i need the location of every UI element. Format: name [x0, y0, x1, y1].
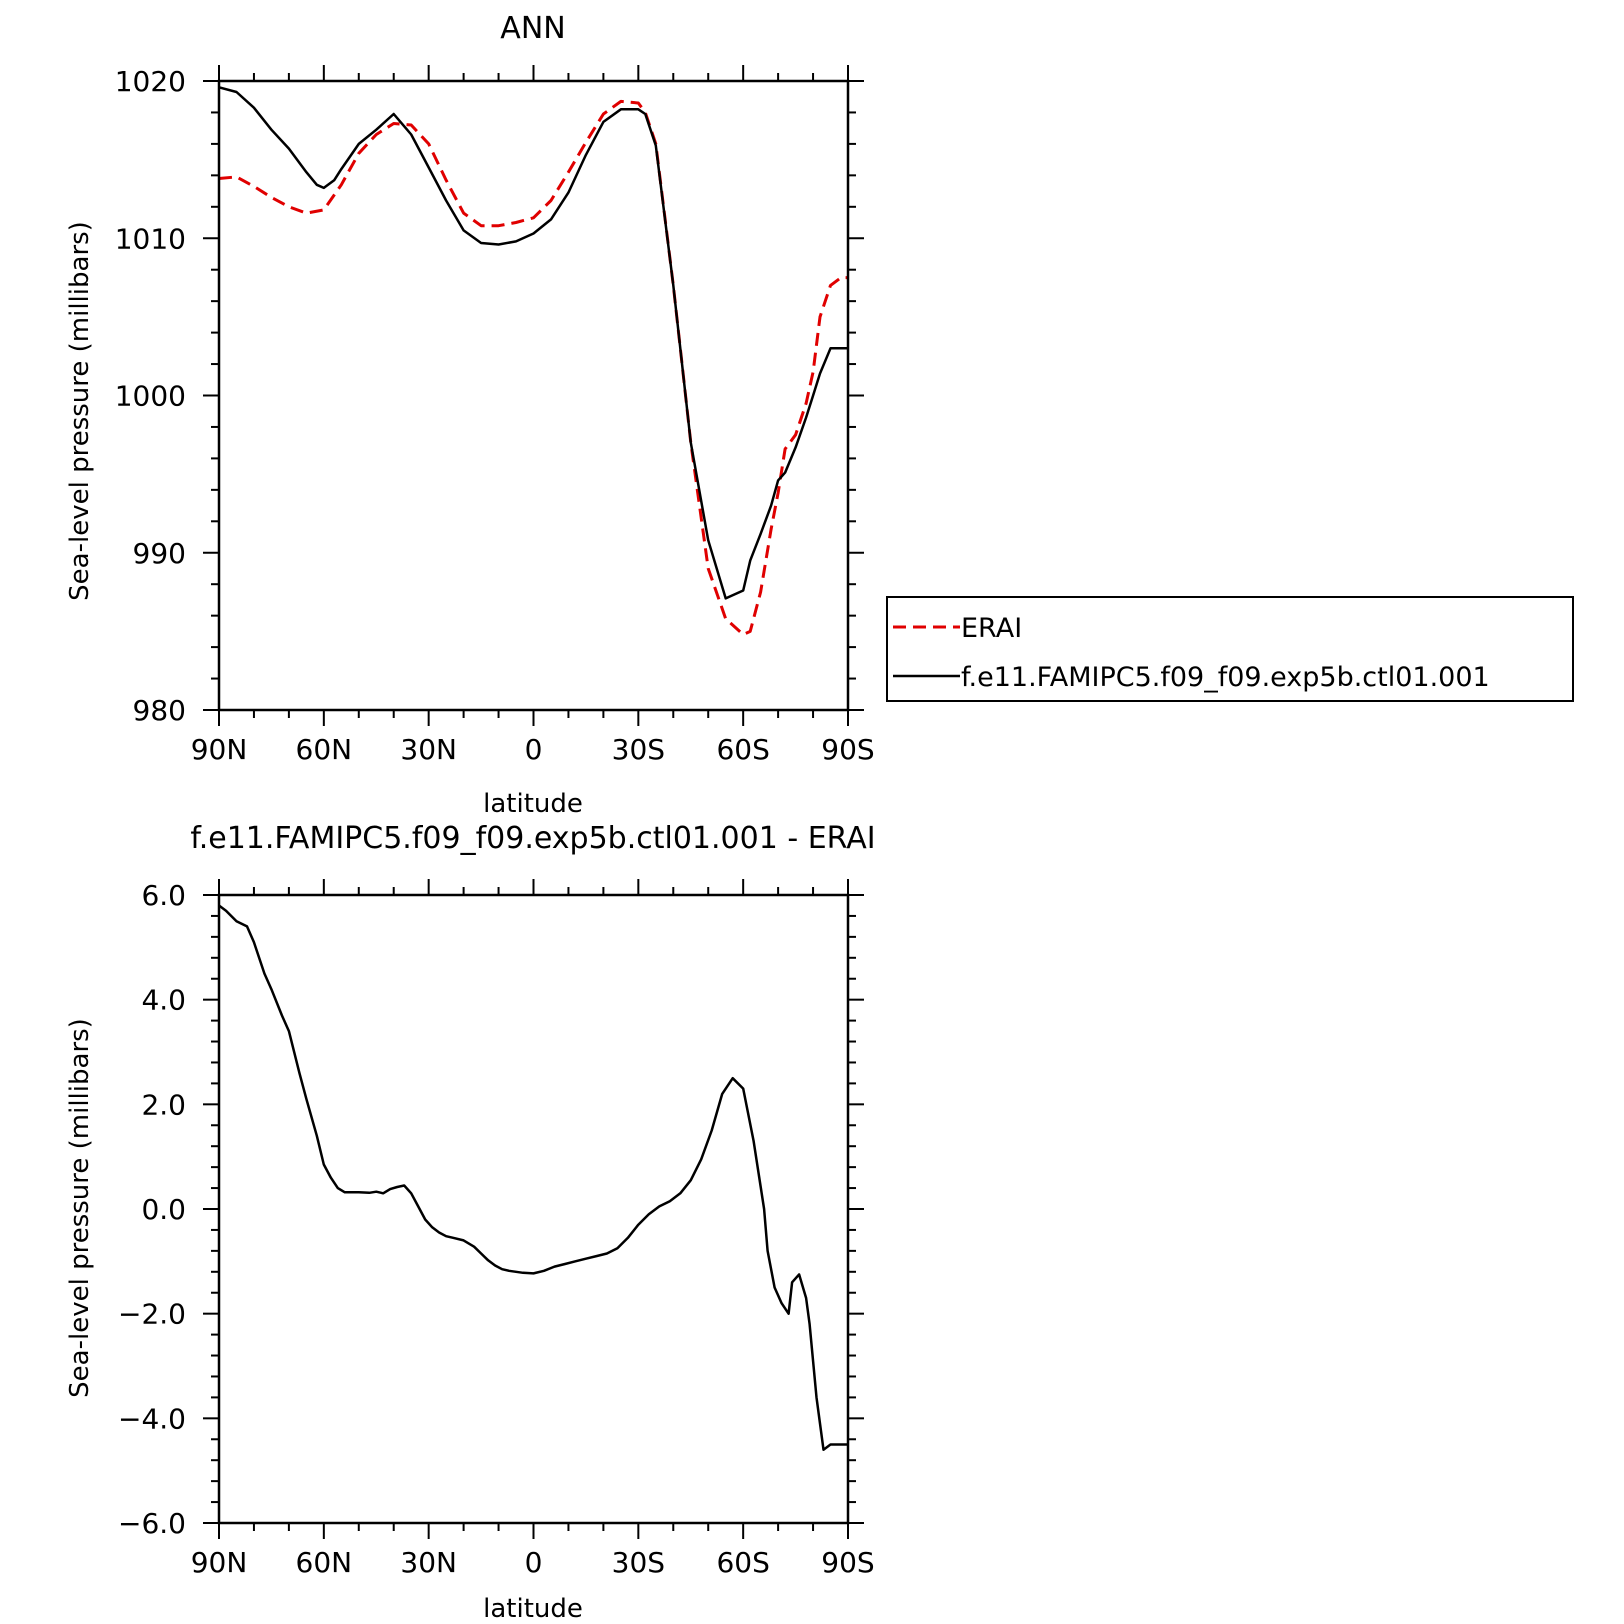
top-x-tick-label: 60S — [716, 733, 769, 766]
bottom-panel: f.e11.FAMIPC5.f09_f09.exp5b.ctl01.001 - … — [65, 821, 876, 1624]
legend: ERAI f.e11.FAMIPC5.f09_f09.exp5b.ctl01.0… — [886, 596, 1574, 702]
top-x-axis-label: latitude — [483, 789, 583, 819]
legend-box — [886, 596, 1574, 702]
top-plot-frame — [217, 79, 850, 712]
bottom-y-tick-label: −4.0 — [118, 1402, 186, 1435]
top-y-tick-label: 1020 — [115, 65, 186, 98]
bottom-y-tick-label: 0.0 — [141, 1193, 186, 1226]
top-x-tick-label: 0 — [525, 733, 543, 766]
bottom-x-tick-label: 30N — [400, 1546, 457, 1579]
bottom-y-tick-label: 2.0 — [141, 1088, 186, 1121]
top-x-tick-label: 30S — [612, 733, 665, 766]
top-x-tick-label: 30N — [400, 733, 457, 766]
bottom-y-axis-label: Sea-level pressure (millibars) — [65, 1018, 95, 1398]
bottom-panel-title: f.e11.FAMIPC5.f09_f09.exp5b.ctl01.001 - … — [190, 821, 875, 856]
top-y-axis-label: Sea-level pressure (millibars) — [65, 221, 95, 601]
top-series-line-2 — [218, 86, 848, 600]
bottom-y-tick-label: 6.0 — [141, 879, 186, 912]
bottom-x-tick-label: 90N — [191, 1546, 248, 1579]
bottom-x-tick-label: 0 — [525, 1546, 543, 1579]
bottom-plot-frame — [217, 893, 850, 1525]
bottom-x-axis-label: latitude — [483, 1594, 583, 1624]
legend-model-label: f.e11.FAMIPC5.f09_f09.exp5b.ctl01.001 — [961, 662, 1490, 693]
top-y-tick-label: 1010 — [115, 222, 186, 255]
top-panel-title: ANN — [500, 11, 565, 46]
bottom-x-tick-label: 60N — [296, 1546, 353, 1579]
top-panel: ANN latitude Sea-level pressure (milliba… — [65, 11, 875, 819]
bottom-x-tick-label: 60S — [716, 1546, 769, 1579]
bottom-x-tick-label: 90S — [821, 1546, 874, 1579]
bottom-series-line-1 — [218, 904, 848, 1451]
bottom-y-tick-label: 4.0 — [141, 984, 186, 1017]
top-x-tick-label: 60N — [296, 733, 353, 766]
bottom-x-tick-label: 30S — [612, 1546, 665, 1579]
top-x-tick-label: 90S — [821, 733, 874, 766]
top-y-tick-label: 980 — [133, 694, 186, 727]
top-y-tick-label: 1000 — [115, 380, 186, 413]
legend-erai-label: ERAI — [961, 613, 1022, 644]
top-y-tick-label: 990 — [133, 537, 186, 570]
top-x-tick-label: 90N — [191, 733, 248, 766]
bottom-y-tick-label: −2.0 — [118, 1298, 186, 1331]
bottom-y-tick-label: −6.0 — [118, 1507, 186, 1540]
top-series-line-1 — [218, 99, 848, 636]
